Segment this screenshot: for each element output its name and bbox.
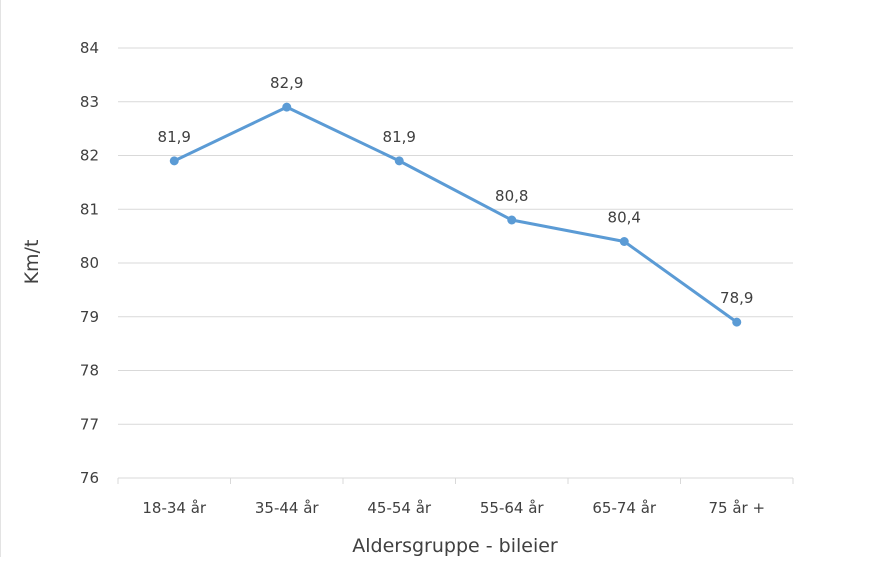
data-point — [394, 156, 404, 166]
data-label: 80,4 — [608, 209, 641, 227]
x-axis-ticks: 18-34 år 35-44 år 45-54 år 55-64 år 65-74 år… — [142, 499, 765, 517]
x-axis-title: Aldersgruppe - bileier — [352, 535, 558, 557]
y-tick-label: 79 — [80, 308, 99, 326]
y-tick-label: 81 — [80, 200, 99, 218]
y-axis-title: Km/t — [21, 240, 43, 285]
y-tick-label: 84 — [80, 39, 99, 57]
x-tick-label: 65-74 år — [592, 499, 657, 517]
y-axis-ticks: 76 77 78 79 80 81 82 83 84 — [80, 39, 99, 487]
data-point — [507, 215, 517, 225]
data-point — [732, 317, 742, 327]
y-tick-label: 76 — [80, 469, 99, 487]
data-label: 81,9 — [158, 128, 191, 146]
data-labels: 81,9 82,9 81,9 80,8 80,4 78,9 — [158, 74, 754, 307]
data-point — [169, 156, 179, 166]
y-tick-label: 80 — [80, 254, 99, 272]
data-label: 81,9 — [383, 128, 416, 146]
data-point — [619, 237, 629, 246]
frame-edge — [0, 0, 1, 557]
x-tick-label: 45-54 år — [367, 499, 432, 517]
gridlines — [118, 47, 793, 425]
x-tick-label: 35-44 år — [255, 499, 320, 517]
series-line — [172, 105, 739, 324]
x-tick-label: 55-64 år — [480, 499, 545, 517]
y-tick-label: 77 — [80, 415, 99, 433]
series-group — [169, 102, 742, 327]
data-label: 78,9 — [720, 289, 753, 307]
y-tick-label: 82 — [80, 147, 99, 165]
x-axis — [117, 477, 794, 484]
data-label: 82,9 — [270, 74, 303, 92]
y-tick-label: 78 — [80, 362, 99, 380]
x-tick-label: 75 år + — [708, 499, 765, 517]
data-point — [282, 102, 292, 112]
data-label: 80,8 — [495, 187, 528, 205]
y-tick-label: 83 — [80, 93, 99, 111]
x-tick-label: 18-34 år — [142, 499, 207, 517]
